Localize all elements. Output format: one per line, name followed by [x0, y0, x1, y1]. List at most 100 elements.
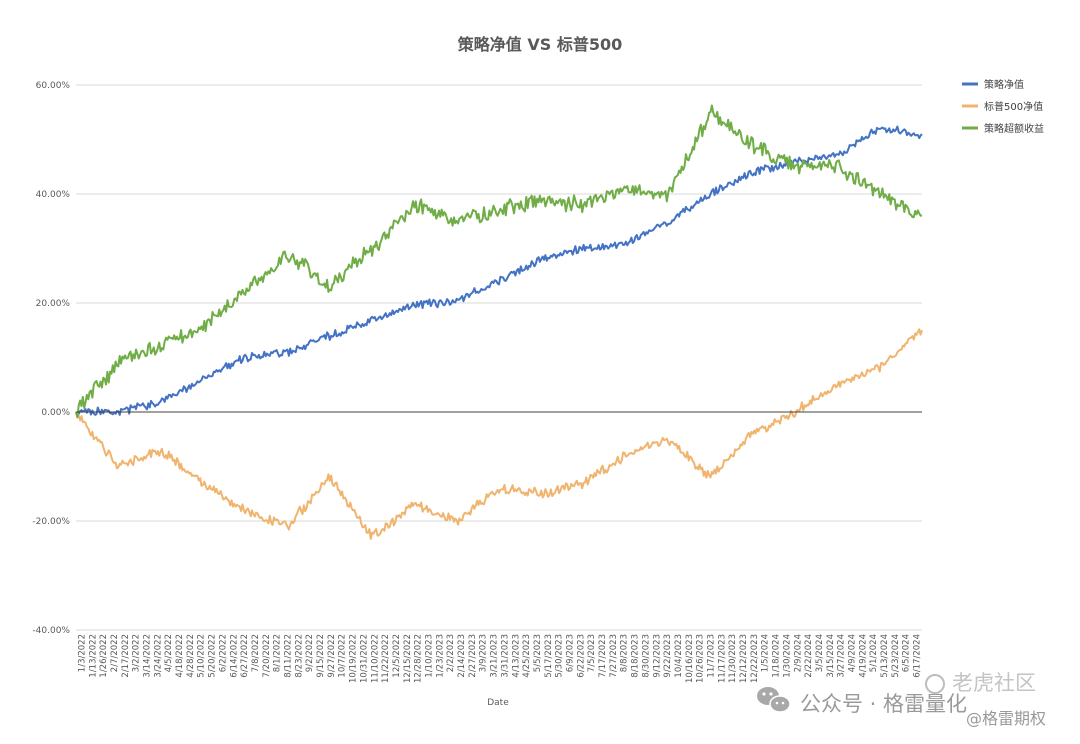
- watermark: 公众号 · 格雷量化 老虎社区 @格雷期权: [757, 671, 1046, 728]
- x-tick-label: 5/17/2023: [544, 634, 554, 678]
- x-tick-label: 6/17/2024: [913, 634, 923, 678]
- x-tick-label: 4/25/2023: [522, 634, 532, 678]
- x-tick-label: 3/24/2022: [153, 634, 163, 678]
- y-tick-label: -20.00%: [32, 517, 70, 527]
- x-tick-label: 2/14/2023: [457, 634, 467, 678]
- x-tick-label: 3/31/2023: [500, 634, 510, 678]
- x-tick-label: 6/9/2023: [566, 634, 576, 672]
- x-tick-label: 5/10/2022: [197, 634, 207, 678]
- legend-entry: 标普500净值: [984, 100, 1043, 113]
- x-tick-label: 12/12/2023: [739, 634, 749, 683]
- x-tick-label: 3/21/2023: [490, 634, 500, 678]
- x-tick-label: 4/13/2023: [511, 634, 521, 678]
- x-tick-label: 9/27/2022: [327, 634, 337, 678]
- x-tick-label: 7/8/2022: [251, 634, 261, 672]
- series-line: [75, 328, 923, 540]
- x-tick-label: 10/7/2022: [338, 634, 348, 678]
- x-tick-label: 9/2/2022: [305, 634, 315, 672]
- watermark-brand-main: 公众号 · 格雷量化: [800, 692, 967, 716]
- x-axis-tick-labels: 1/3/2022 1/13/2022 1/26/2022 2/7/2022 2/17/2…: [77, 634, 922, 683]
- x-tick-label: 2/9/2024: [793, 634, 803, 672]
- x-tick-label: 3/9/2023: [479, 634, 489, 672]
- y-axis-tick-labels: -40.00% -20.00% 0.00% 20.00% 40.00% 60.00%: [32, 81, 70, 636]
- x-tick-label: 6/2/2022: [218, 634, 228, 672]
- x-tick-label: 12/22/2023: [750, 634, 760, 683]
- legend-entry: 策略净值: [984, 78, 1024, 91]
- x-tick-label: 5/23/2024: [891, 634, 901, 678]
- x-tick-label: 11/17/2023: [717, 634, 727, 683]
- series-line: [75, 125, 923, 417]
- x-tick-label: 7/27/2023: [609, 634, 619, 678]
- y-tick-label: 40.00%: [36, 190, 71, 200]
- x-tick-label: 3/14/2022: [143, 634, 153, 678]
- x-tick-label: 4/9/2024: [848, 634, 858, 672]
- x-tick-label: 8/23/2022: [294, 634, 304, 678]
- x-tick-label: 4/18/2022: [175, 634, 185, 678]
- x-tick-label: 11/7/2023: [707, 634, 717, 678]
- x-tick-label: 8/11/2022: [284, 634, 294, 678]
- x-tick-label: 3/27/2024: [837, 634, 847, 678]
- x-tick-label: 1/10/2023: [425, 634, 435, 678]
- x-tick-label: 10/16/2023: [685, 634, 695, 683]
- x-tick-label: 7/5/2023: [587, 634, 597, 672]
- x-tick-label: 9/12/2023: [652, 634, 662, 678]
- x-tick-label: 5/1/2024: [869, 634, 879, 672]
- x-tick-label: 12/15/2022: [403, 634, 413, 683]
- x-tick-label: 9/15/2022: [316, 634, 326, 678]
- x-tick-label: 5/5/2023: [533, 634, 543, 672]
- grid-lines: [76, 84, 922, 631]
- x-tick-label: 2/17/2022: [121, 634, 131, 678]
- watermark-handle: @格雷期权: [966, 709, 1046, 728]
- x-tick-label: 7/20/2022: [262, 634, 272, 678]
- x-tick-label: 1/3/2022: [77, 634, 87, 672]
- x-tick-label: 7/17/2023: [598, 634, 608, 678]
- x-tick-label: 11/22/2022: [381, 634, 391, 683]
- x-tick-label: 5/20/2022: [208, 634, 218, 678]
- x-tick-label: 8/1/2022: [273, 634, 283, 672]
- chart-title: 策略净值 VS 标普500: [457, 35, 622, 54]
- x-tick-label: 2/7/2022: [110, 634, 120, 672]
- x-tick-label: 8/8/2023: [620, 634, 630, 672]
- x-tick-label: 6/22/2023: [576, 634, 586, 678]
- x-tick-label: 3/15/2024: [826, 634, 836, 678]
- x-tick-label: 6/14/2022: [229, 634, 239, 678]
- series-lines: [75, 104, 923, 540]
- x-tick-label: 8/18/2023: [631, 634, 641, 678]
- x-tick-label: 12/28/2022: [414, 634, 424, 683]
- x-axis-label: Date: [487, 698, 509, 708]
- x-tick-label: 3/2/2022: [132, 634, 142, 672]
- x-tick-label: 10/4/2023: [674, 634, 684, 678]
- x-tick-label: 2/22/2024: [804, 634, 814, 678]
- x-tick-label: 8/30/2023: [641, 634, 651, 678]
- x-tick-label: 1/13/2022: [88, 634, 98, 678]
- x-tick-label: 1/23/2023: [435, 634, 445, 678]
- y-tick-label: 60.00%: [36, 81, 71, 91]
- x-tick-label: 4/5/2022: [164, 634, 174, 672]
- x-tick-label: 10/26/2023: [696, 634, 706, 683]
- x-tick-label: 9/22/2023: [663, 634, 673, 678]
- x-tick-label: 12/5/2022: [392, 634, 402, 678]
- y-tick-label: -40.00%: [32, 626, 70, 636]
- y-tick-label: 20.00%: [36, 299, 71, 309]
- x-tick-label: 1/5/2024: [761, 634, 771, 672]
- x-tick-label: 1/18/2024: [772, 634, 782, 678]
- x-tick-label: 4/19/2024: [858, 634, 868, 678]
- x-tick-label: 10/31/2022: [359, 634, 369, 683]
- x-tick-label: 11/10/2022: [370, 634, 380, 683]
- series-line: [75, 104, 923, 419]
- x-tick-label: 1/26/2022: [99, 634, 109, 678]
- x-tick-label: 11/30/2023: [728, 634, 738, 683]
- community-badge-icon: [925, 674, 945, 694]
- x-tick-label: 1/30/2024: [782, 634, 792, 678]
- x-tick-label: 2/27/2023: [468, 634, 478, 678]
- x-tick-label: 10/19/2022: [349, 634, 359, 683]
- x-tick-label: 6/5/2024: [902, 634, 912, 672]
- x-tick-label: 4/28/2022: [186, 634, 196, 678]
- y-tick-label: 0.00%: [41, 408, 70, 418]
- watermark-community: 老虎社区: [952, 671, 1036, 695]
- x-tick-label: 5/30/2023: [555, 634, 565, 678]
- x-tick-label: 3/5/2024: [815, 634, 825, 672]
- legend-entry: 策略超额收益: [984, 122, 1044, 135]
